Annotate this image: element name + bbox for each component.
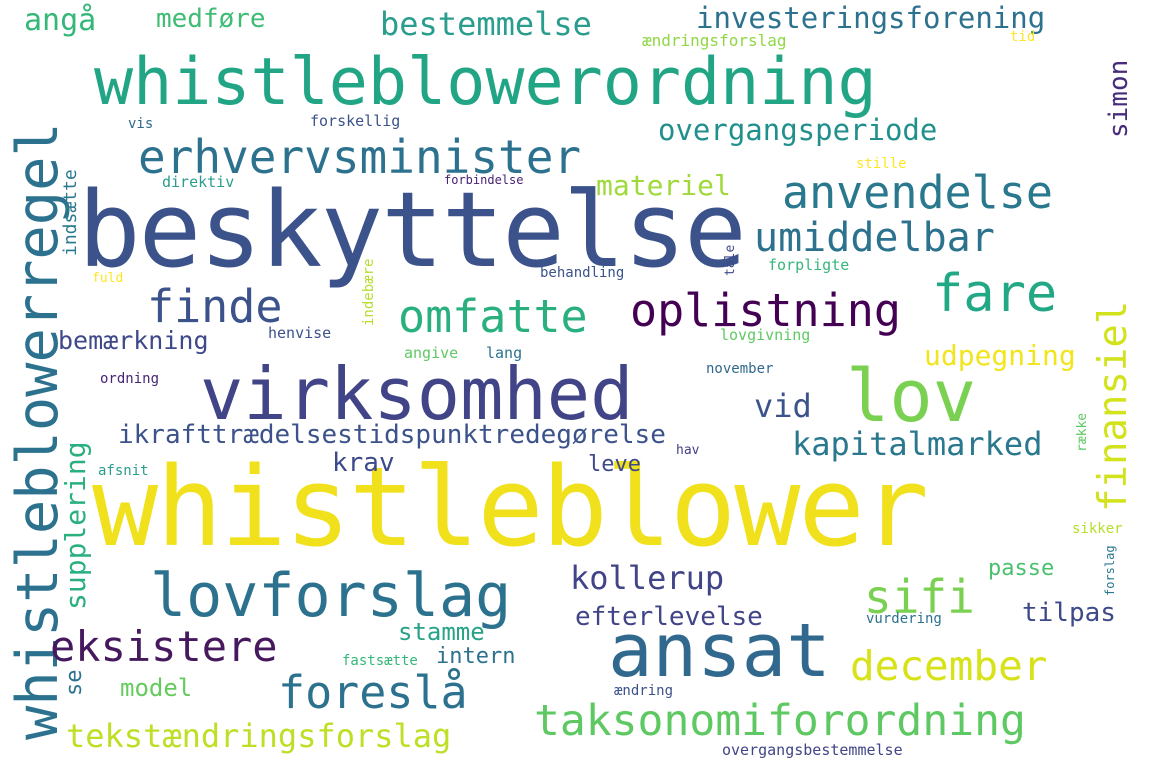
word-virksomhed: virksomhed bbox=[200, 352, 634, 436]
word-finansiel: finansiel bbox=[1091, 300, 1136, 512]
word-krav: krav bbox=[332, 448, 395, 478]
word-ansat: ansat bbox=[608, 608, 831, 694]
word-fuld: fuld bbox=[92, 271, 124, 286]
word-fare: fare bbox=[932, 264, 1058, 324]
word-indebaere: indebære bbox=[361, 258, 377, 326]
word-omfatte: omfatte bbox=[398, 290, 588, 343]
word-beskyttelse: beskyttelse bbox=[78, 169, 747, 291]
word-tilpas: tilpas bbox=[1022, 598, 1116, 628]
word-henvise: henvise bbox=[268, 324, 332, 342]
word-ordning: ordning bbox=[100, 371, 160, 387]
word-indsaette: indsætte bbox=[60, 169, 81, 256]
word-hav: hav bbox=[676, 443, 700, 458]
word-sifi: sifi bbox=[864, 570, 975, 624]
word-eksistere: eksistere bbox=[50, 622, 278, 671]
word-simon: simon bbox=[1104, 59, 1134, 138]
word-investeringsforening: investeringsforening bbox=[696, 1, 1046, 35]
word-raekke: række bbox=[1075, 412, 1090, 452]
word-forbindelse: forbindelse bbox=[444, 173, 524, 187]
word-ikrafttraedelsestidspunktredegoerelse: ikrafttrædelsestidspunktredegørelse bbox=[118, 420, 666, 450]
word-foreslå: foreslå bbox=[278, 666, 468, 719]
word-finde: finde bbox=[147, 280, 283, 333]
word-leve: leve bbox=[588, 452, 641, 477]
word-tekstændringsforslag: tekstændringsforslag bbox=[66, 717, 452, 755]
word-udpegning: udpegning bbox=[924, 339, 1076, 372]
word-forskellig: forskellig bbox=[310, 112, 401, 130]
word-november: november bbox=[706, 361, 774, 377]
word-umiddelbar: umiddelbar bbox=[754, 215, 995, 261]
word-tale: tale bbox=[723, 244, 738, 276]
word-forslag: forslag bbox=[1103, 545, 1117, 596]
word-fastsaette: fastsætte bbox=[342, 653, 418, 669]
word-overgangsperiode: overgangsperiode bbox=[658, 113, 938, 147]
word-overgangsbestemmelse: overgangsbestemmelse bbox=[722, 741, 903, 759]
word-bemaerkning: bemærkning bbox=[58, 326, 209, 355]
word-model: model bbox=[120, 674, 193, 702]
word-lov: lov bbox=[846, 354, 977, 438]
word-aendring: ændring bbox=[614, 683, 674, 699]
word-kapitalmarked: kapitalmarked bbox=[792, 425, 1043, 463]
word-vid: vid bbox=[754, 387, 812, 425]
word-whistleblower: whistleblower bbox=[92, 443, 929, 571]
word-kollerup: kollerup bbox=[570, 559, 725, 597]
word-efterlevelse: efterlevelse bbox=[575, 602, 763, 632]
word-intern: intern bbox=[436, 644, 516, 669]
word-whistleblowerordning: whistleblowerordning bbox=[94, 45, 877, 120]
word-oplistning: oplistning bbox=[630, 284, 901, 337]
word-angive: angive bbox=[404, 344, 459, 362]
word-anvendelse: anvendelse bbox=[782, 166, 1053, 219]
word-taksonomiforordning: taksonomiforordning bbox=[534, 696, 1026, 746]
word-vurdering: vurdering bbox=[866, 611, 942, 627]
word-lovgivning: lovgivning bbox=[720, 326, 811, 344]
word-bestemmelse: bestemmelse bbox=[380, 5, 592, 43]
word-supplering: supplering bbox=[59, 441, 92, 610]
word-vis: vis bbox=[128, 116, 154, 132]
word-tid: tid bbox=[1010, 29, 1036, 45]
word-materiel: materiel bbox=[596, 169, 731, 202]
word-se: se bbox=[62, 669, 87, 697]
word-stamme: stamme bbox=[398, 618, 485, 646]
word-medfoere: medføre bbox=[156, 4, 266, 34]
word-december: december bbox=[850, 642, 1048, 690]
word-aendringsforslag: ændringsforslag bbox=[642, 31, 787, 50]
word-behandling: behandling bbox=[540, 265, 625, 281]
word-stille: stille bbox=[856, 156, 907, 172]
word-sikker: sikker bbox=[1072, 521, 1123, 537]
word-lang: lang bbox=[486, 344, 523, 362]
word-afsnit: afsnit bbox=[98, 463, 149, 479]
word-lovforslag: lovforslag bbox=[150, 561, 512, 631]
word-passe: passe bbox=[988, 556, 1055, 581]
word-anga: angå bbox=[24, 3, 97, 38]
word-direktiv: direktiv bbox=[162, 173, 235, 191]
word-forpligte: forpligte bbox=[768, 256, 850, 274]
word-erhvervsminister: erhvervsminister bbox=[138, 130, 582, 184]
